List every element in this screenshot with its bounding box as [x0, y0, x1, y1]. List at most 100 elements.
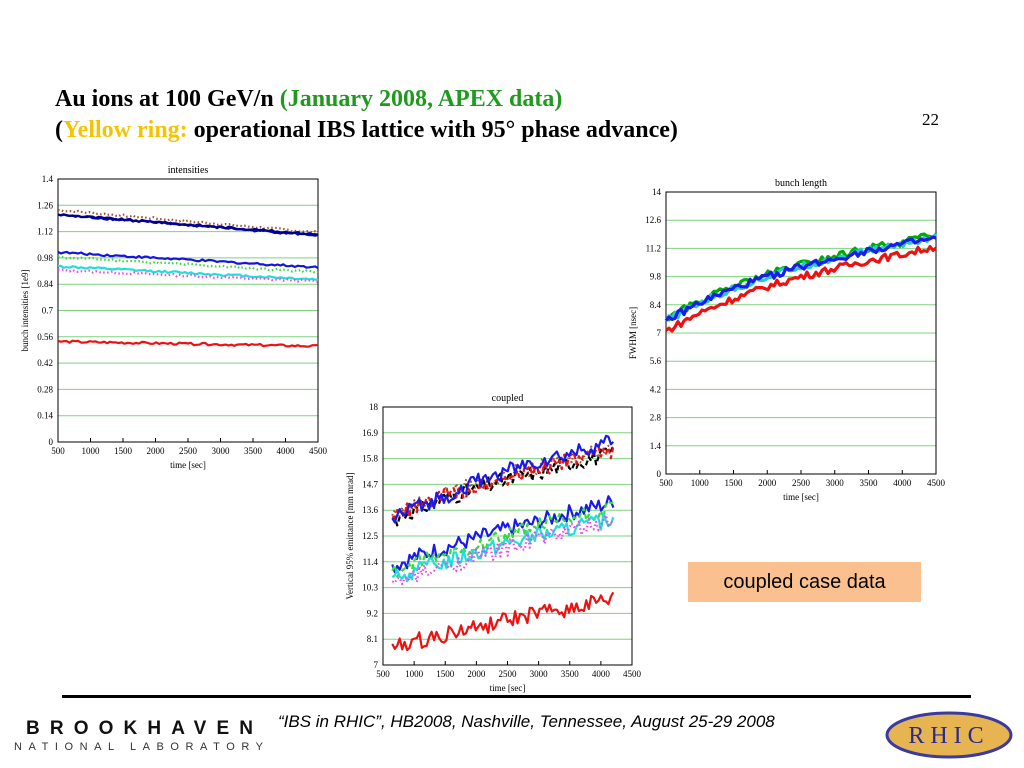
bunch-length-chart: 0 1.4 2.8 4.2 5.6 7 8.4 9.8 11.2 12.6 14 500 1000 150…	[628, 178, 946, 502]
y-tick-label: 0.7	[42, 306, 54, 316]
y-tick-label: 0.56	[37, 332, 53, 342]
chart-title: coupled	[492, 393, 524, 404]
y-tick-label: 14	[652, 187, 662, 197]
y-tick-label: 7	[657, 328, 662, 338]
y-tick-label: 13.6	[362, 505, 378, 515]
coupled-case-note: coupled case data	[688, 562, 921, 602]
series-line	[57, 339, 319, 348]
title-part-3: (	[55, 117, 63, 143]
x-tick-label: 2500	[179, 446, 198, 456]
y-tick-label: 1.12	[37, 227, 53, 237]
x-tick-label: 500	[376, 669, 390, 679]
y-tick-label: 9.2	[367, 608, 378, 618]
y-tick-label: 16.9	[362, 428, 378, 438]
x-tick-label: 3500	[860, 478, 879, 488]
y-tick-label: 18	[369, 402, 379, 412]
series-line	[57, 255, 319, 274]
title-line-2: (Yellow ring: operational IBS lattice wi…	[55, 115, 678, 146]
intensities-chart: 0 0.14 0.28 0.42 0.56 0.7 0.84 0.98 1.12 1.26 1.4 5…	[20, 165, 328, 470]
y-axis-label: Vertical 95% emittance [mm mrad]	[345, 473, 355, 600]
y-axis-label: bunch intensities [1e9]	[20, 270, 30, 352]
x-tick-label: 4000	[893, 478, 912, 488]
x-tick-label: 1500	[436, 669, 455, 679]
x-tick-label: 2000	[758, 478, 777, 488]
y-tick-label: 12.6	[645, 215, 661, 225]
chart-title: bunch length	[775, 178, 827, 189]
x-tick-label: 1500	[725, 478, 744, 488]
x-tick-label: 3500	[244, 446, 263, 456]
chart-title: intensities	[168, 165, 209, 176]
x-tick-label: 1500	[114, 446, 133, 456]
title-line-1: Au ions at 100 GeV/n (January 2008, APEX…	[55, 84, 678, 115]
x-tick-label: 3000	[530, 669, 549, 679]
y-tick-label: 8.4	[650, 300, 662, 310]
y-tick-label: 11.4	[363, 557, 379, 567]
y-tick-label: 7	[374, 660, 379, 670]
rhic-logo-text: RHIC	[908, 723, 989, 749]
brookhaven-logo-line-2: NATIONAL LABORATORY	[14, 741, 266, 753]
x-tick-label: 3000	[826, 478, 845, 488]
x-tick-label: 3000	[212, 446, 231, 456]
y-tick-label: 11.2	[646, 243, 661, 253]
series-line	[57, 264, 319, 281]
slide-title: Au ions at 100 GeV/n (January 2008, APEX…	[55, 84, 678, 146]
series-line	[57, 250, 319, 270]
y-axis-label: FWHM [nsec]	[628, 307, 638, 359]
x-tick-label: 4500	[309, 446, 328, 456]
x-tick-label: 4500	[623, 669, 642, 679]
plot-frame	[57, 178, 319, 443]
series-line	[57, 268, 319, 283]
y-tick-label: 12.5	[362, 531, 378, 541]
brookhaven-logo-line-1: BROOKHAVEN	[26, 718, 254, 739]
y-tick-label: 1.4	[42, 174, 54, 184]
y-tick-label: 1.26	[37, 200, 53, 210]
footer-citation: “IBS in RHIC”, HB2008, Nashville, Tennes…	[278, 712, 775, 731]
y-tick-label: 0	[657, 469, 662, 479]
y-tick-label: 10.3	[362, 583, 378, 593]
series-line	[57, 208, 319, 235]
series-line	[664, 235, 937, 322]
y-tick-label: 0.98	[37, 253, 53, 263]
y-tick-label: 5.6	[650, 356, 662, 366]
y-tick-label: 0.84	[37, 279, 53, 289]
title-part-1: Au ions at 100 GeV/n	[55, 86, 280, 112]
y-tick-label: 9.8	[650, 272, 662, 282]
series-line	[391, 495, 615, 574]
title-part-5: operational IBS lattice with 95° phase a…	[187, 117, 678, 143]
series-line	[391, 434, 615, 524]
x-tick-label: 2500	[792, 478, 811, 488]
x-tick-label: 4000	[592, 669, 611, 679]
page-number: 22	[922, 110, 939, 129]
brookhaven-logo: BROOKHAVEN NATIONAL LABORATORY	[14, 718, 266, 753]
y-tick-label: 14.7	[362, 479, 378, 489]
x-tick-label: 3500	[561, 669, 580, 679]
x-axis-label: time [sec]	[783, 492, 819, 502]
y-tick-label: 0.42	[37, 358, 53, 368]
y-tick-label: 15.8	[362, 454, 378, 464]
x-tick-label: 1000	[405, 669, 424, 679]
x-tick-label: 500	[659, 478, 673, 488]
x-tick-label: 4000	[277, 446, 296, 456]
y-tick-label: 0.28	[37, 384, 53, 394]
title-part-4: Yellow ring:	[63, 117, 188, 143]
x-tick-label: 1000	[82, 446, 101, 456]
y-tick-label: 0	[49, 437, 54, 447]
series-line	[57, 213, 319, 236]
rhic-logo-ring	[885, 711, 1013, 759]
x-tick-label: 2000	[147, 446, 166, 456]
series-line	[391, 591, 615, 652]
series-line	[665, 245, 937, 333]
footer-divider	[62, 695, 971, 698]
y-tick-label: 2.8	[650, 413, 662, 423]
title-part-2: (January 2008, APEX data)	[279, 86, 563, 112]
series-line	[391, 446, 615, 519]
x-tick-label: 2500	[499, 669, 518, 679]
x-tick-label: 1000	[691, 478, 710, 488]
x-tick-label: 500	[51, 446, 65, 456]
y-tick-label: 0.14	[37, 411, 53, 421]
x-tick-label: 4500	[927, 478, 946, 488]
x-axis-label: time [sec]	[170, 460, 206, 470]
plot-frame	[665, 191, 937, 475]
x-tick-label: 2000	[467, 669, 486, 679]
x-axis-label: time [sec]	[490, 683, 526, 693]
